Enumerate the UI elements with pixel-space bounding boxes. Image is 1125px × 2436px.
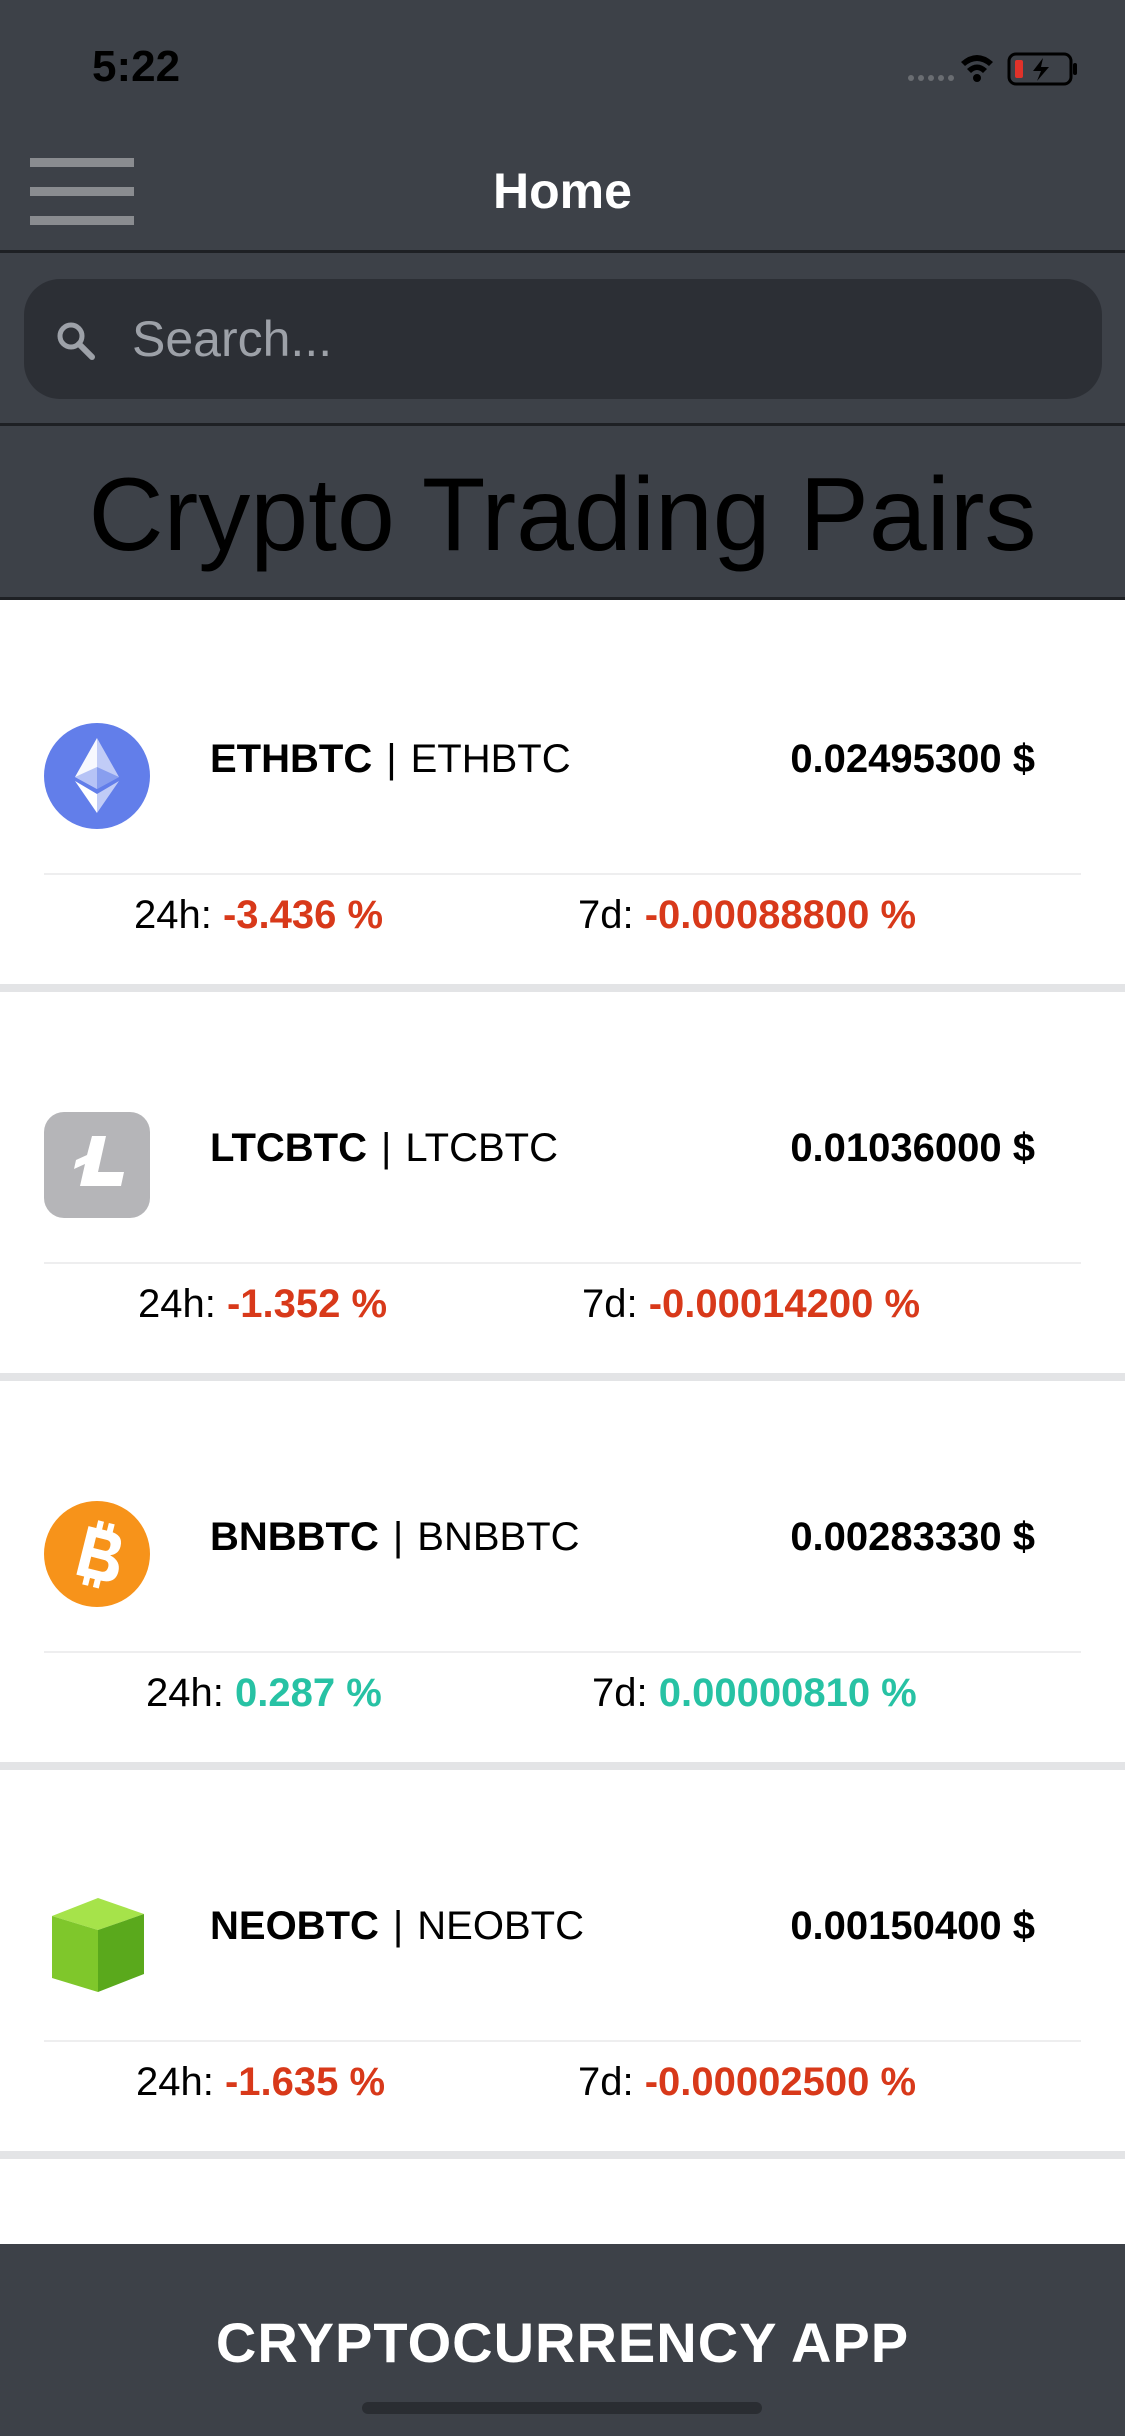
page-title: Crypto Trading Pairs [88,457,1037,573]
nav-header: Home [0,132,1125,250]
card-divider [44,1651,1081,1653]
pair-price: 0.00283330 $ [790,1515,1035,1559]
list-item[interactable]: ETHBTC | ETHBTC 0.02495300 $ 24h: -3.436 %… [0,603,1125,984]
change-7d-label: 7d: [592,1671,648,1715]
change-24h-label: 24h: [146,1671,224,1715]
change-7d-label: 7d: [578,893,634,937]
pair-name: ETHBTC | ETHBTC [210,737,571,782]
header-divider [0,250,1125,253]
page-title-banner: Crypto Trading Pairs [0,426,1125,600]
change-7d: 7d: -0.00014200 % [582,1282,920,1327]
search-icon [57,322,95,360]
wifi-icon [961,55,993,82]
change-7d: 7d: 0.00000810 % [592,1671,917,1716]
pair-price: 0.01036000 $ [790,1126,1035,1170]
cellular-signal-icon [908,75,954,81]
card-divider [44,2040,1081,2042]
pair-symbol: ETHBTC [210,737,373,781]
litecoin-icon [44,1112,150,1218]
change-7d-label: 7d: [578,2060,634,2104]
change-24h-label: 24h: [138,1282,216,1326]
pair-price: 0.00150400 $ [790,1904,1035,1948]
card-separator [0,984,1125,992]
battery-icon [1007,52,1077,86]
card-divider [44,1262,1081,1264]
change-24h: 24h: -3.436 % [134,893,383,938]
header-title: Home [493,163,632,219]
pair-price: 0.02495300 $ [790,737,1035,781]
bitcoin-icon [44,1501,150,1607]
pair-symbol: LTCBTC [210,1126,367,1170]
status-time: 5:22 [92,42,181,91]
pair-label: ETHBTC [410,737,571,781]
change-24h-value: 0.287 % [234,1671,382,1715]
change-24h: 24h: -1.635 % [136,2060,385,2105]
change-7d-value: -0.00002500 % [644,2060,917,2104]
card-separator [0,1762,1125,1770]
pair-separator: | [392,1904,404,1948]
pair-label: BNBBTC [417,1515,580,1559]
change-7d-value: -0.00014200 % [648,1282,921,1326]
pair-separator: | [381,1126,392,1170]
list-item[interactable]: NEOBTC | NEOBTC 0.00150400 $ 24h: -1.635 %… [0,1770,1125,2151]
pair-label: LTCBTC [405,1126,558,1170]
footer-bar: CRYPTOCURRENCY APP [0,2244,1125,2436]
change-24h-value: -3.436 % [222,893,384,937]
change-7d-label: 7d: [582,1282,638,1326]
change-7d: 7d: -0.00002500 % [578,2060,916,2105]
change-24h: 24h: 0.287 % [146,1671,382,1716]
pair-separator: | [386,737,397,781]
card-divider [44,873,1081,875]
trading-pairs-list: ETHBTC | ETHBTC 0.02495300 $ 24h: -3.436 %… [0,603,1125,2159]
menu-icon[interactable] [30,156,134,226]
list-item[interactable]: LTCBTC | LTCBTC 0.01036000 $ 24h: -1.352 %… [0,992,1125,1373]
search-bar [0,253,1125,423]
ethereum-icon [44,723,150,829]
change-24h-label: 24h: [134,893,212,937]
change-7d: 7d: -0.00088800 % [578,893,916,938]
pair-label: NEOBTC [417,1904,584,1948]
search-input[interactable] [132,301,1032,377]
pair-name: LTCBTC | LTCBTC [210,1126,558,1171]
list-item[interactable]: BNBBTC | BNBBTC 0.00283330 $ 24h: 0.287 % … [0,1381,1125,1762]
status-bar: 5:22 [0,0,1125,132]
change-24h-label: 24h: [136,2060,214,2104]
search-box[interactable] [24,279,1102,399]
pair-symbol: NEOBTC [210,1904,379,1948]
change-24h-value: -1.352 % [226,1282,388,1326]
card-separator [0,1373,1125,1381]
home-indicator[interactable] [362,2402,762,2414]
search-divider [0,423,1125,426]
change-7d-value: 0.00000810 % [658,1671,917,1715]
change-24h-value: -1.635 % [224,2060,386,2104]
card-separator [0,2151,1125,2159]
pair-separator: | [392,1515,404,1559]
change-7d-value: -0.00088800 % [644,893,917,937]
change-24h: 24h: -1.352 % [138,1282,387,1327]
pair-name: BNBBTC | BNBBTC [210,1515,580,1560]
status-icons [851,50,1081,90]
neo-icon [52,1898,144,1992]
pair-symbol: BNBBTC [210,1515,379,1559]
footer-title: CRYPTOCURRENCY APP [215,2311,910,2374]
pair-name: NEOBTC | NEOBTC [210,1904,584,1949]
